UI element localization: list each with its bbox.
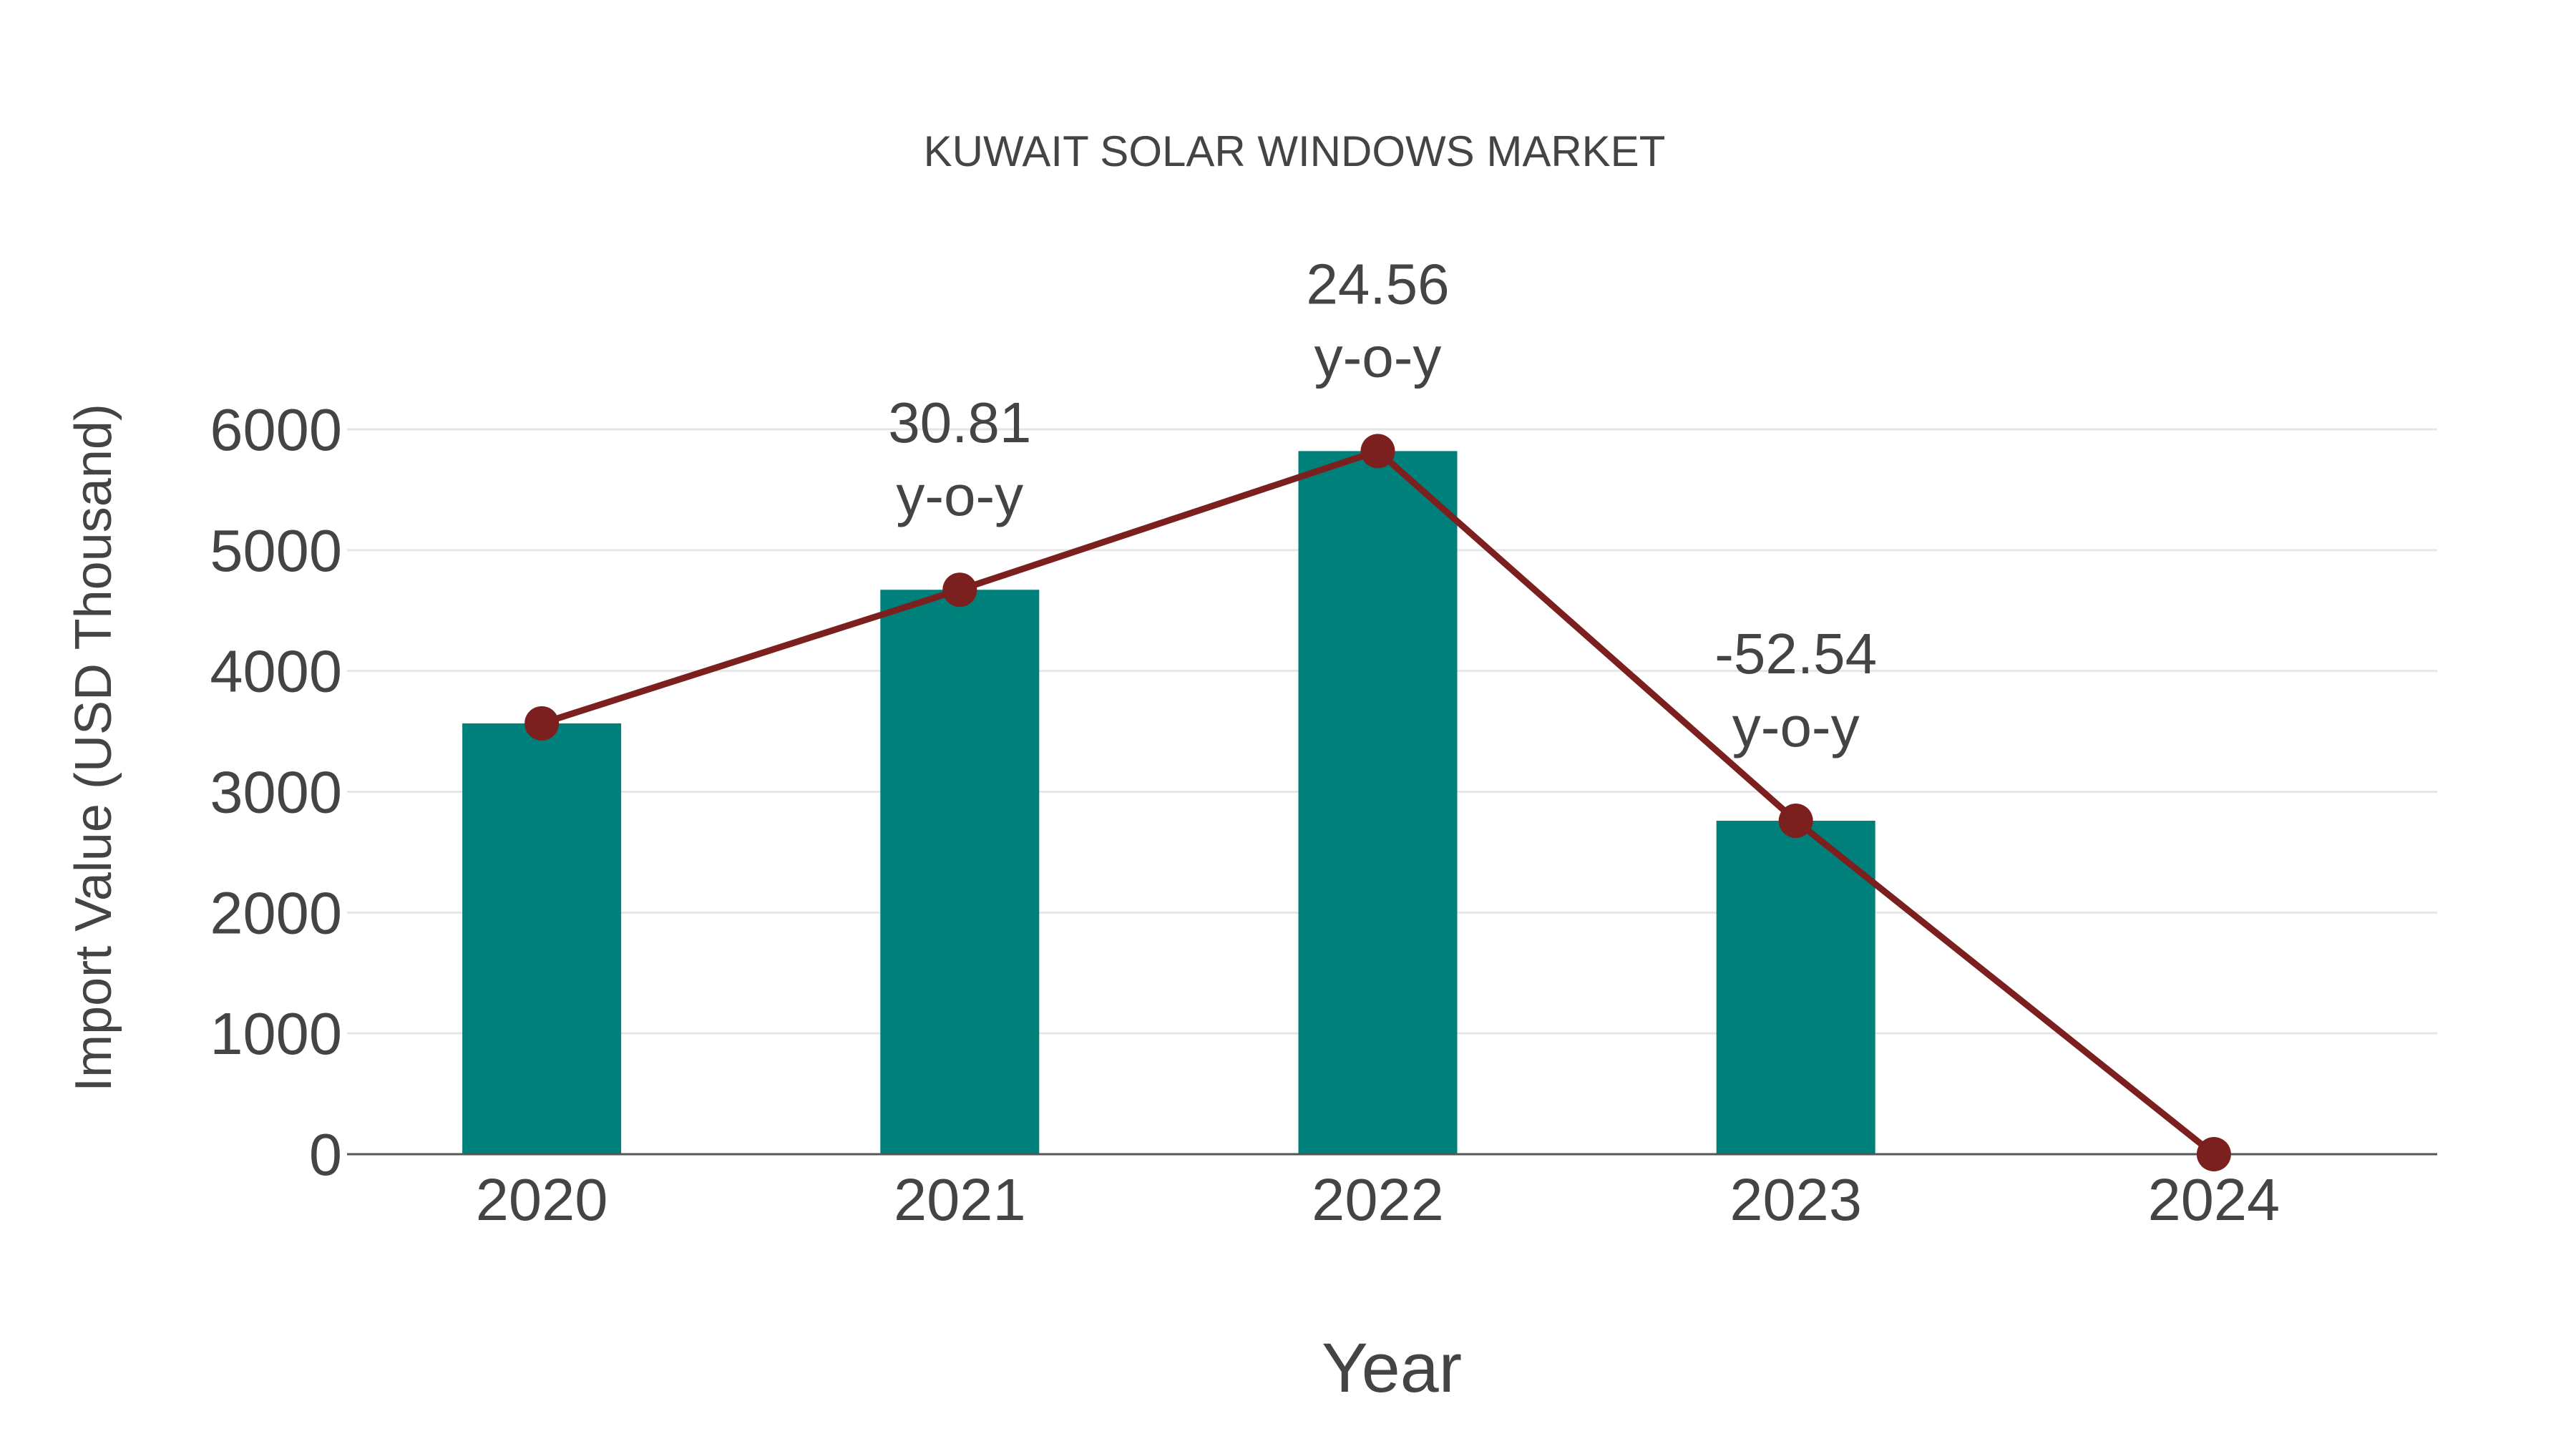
yoy-value: 30.81 — [888, 391, 1031, 454]
x-tick-label: 2020 — [476, 1166, 608, 1233]
yoy-value: 24.56 — [1306, 252, 1449, 316]
x-axis-label: Year — [1322, 1329, 1462, 1407]
yoy-suffix: y-o-y — [1314, 325, 1442, 389]
trend-point-2020 — [525, 706, 560, 741]
y-tick-label: 1000 — [210, 1000, 342, 1067]
y-tick-label: 3000 — [210, 759, 342, 826]
yoy-annotations: 30.81 y-o-y 24.56 y-o-y -52.54 y-o-y — [888, 252, 1877, 758]
bar-2020 — [462, 723, 622, 1154]
yoy-suffix: y-o-y — [896, 464, 1023, 527]
trend-point-2021 — [942, 572, 977, 608]
trend-point-2024 — [2196, 1137, 2231, 1171]
trend-point-2023 — [1778, 804, 1813, 839]
x-tick-label: 2022 — [1312, 1166, 1444, 1233]
trend-line-group — [525, 434, 2231, 1171]
y-tick-labels: 0 1000 2000 3000 4000 5000 6000 — [210, 396, 342, 1188]
yoy-value: -52.54 — [1714, 622, 1877, 686]
y-tick-label: 4000 — [210, 638, 342, 705]
x-tick-label: 2024 — [2148, 1166, 2280, 1233]
bar-2021 — [880, 590, 1040, 1154]
bar-2023 — [1716, 821, 1875, 1154]
trend-point-2022 — [1360, 434, 1395, 469]
bar-2022 — [1298, 451, 1458, 1154]
y-axis-label: Import Value (USD Thousand) — [65, 404, 122, 1092]
bars — [462, 451, 1875, 1154]
chart-title: KUWAIT SOLAR WINDOWS MARKET — [924, 127, 1666, 175]
y-tick-label: 5000 — [210, 517, 342, 584]
x-tick-labels: 2020 2021 2022 2023 2024 — [476, 1166, 2280, 1233]
x-tick-label: 2021 — [894, 1166, 1026, 1233]
yoy-suffix: y-o-y — [1732, 695, 1860, 758]
y-tick-label: 2000 — [210, 879, 342, 946]
x-tick-label: 2023 — [1729, 1166, 1862, 1233]
y-tick-label: 0 — [309, 1121, 342, 1188]
y-tick-label: 6000 — [210, 396, 342, 463]
